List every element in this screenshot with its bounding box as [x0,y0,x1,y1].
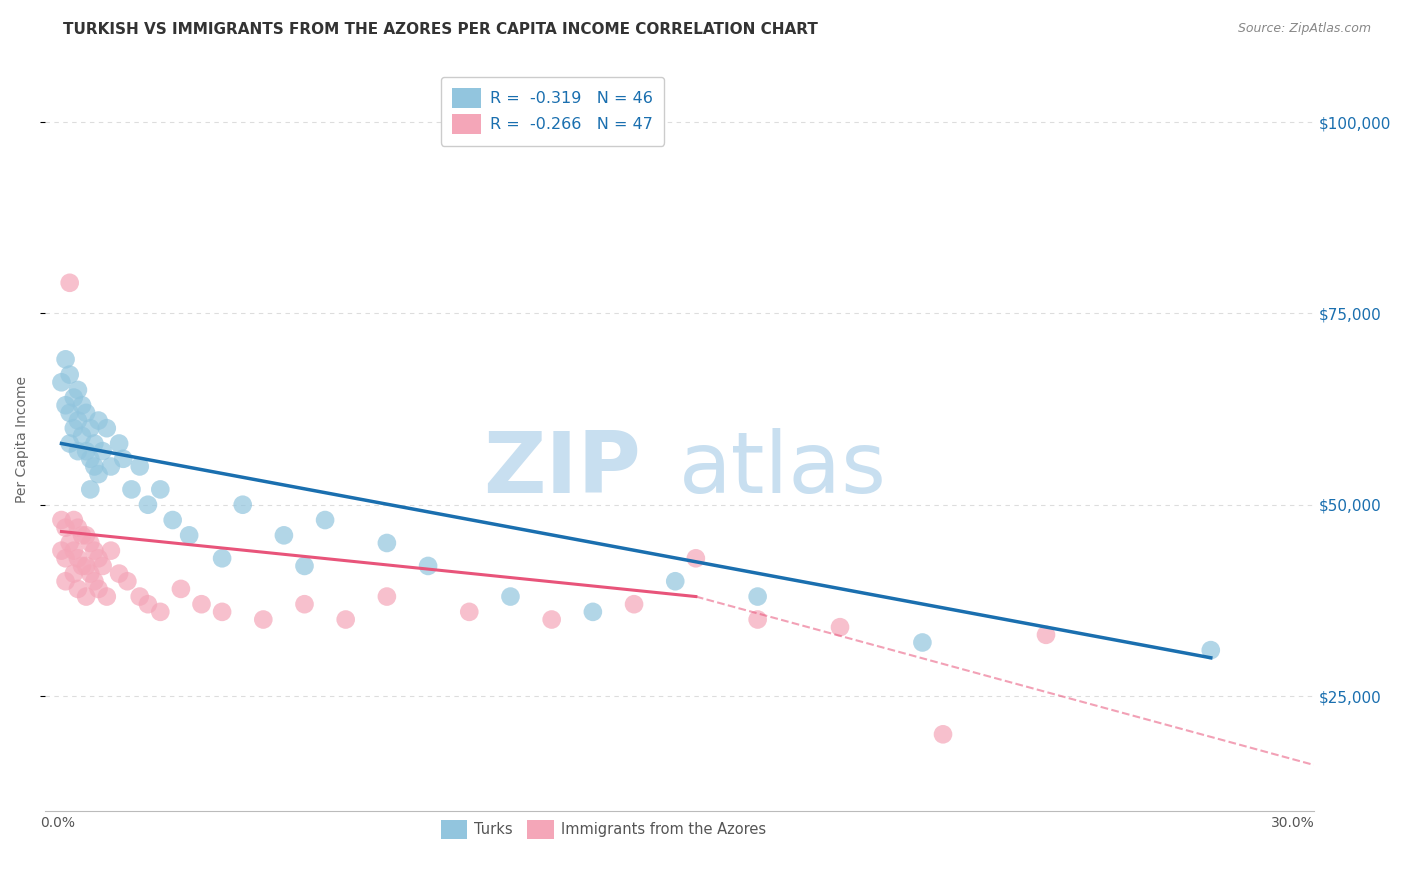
Point [294,597,316,611]
Point [83,436,105,450]
Point [375,590,398,604]
Point [66,521,89,535]
Point [100,543,122,558]
Point [128,590,150,604]
Point [685,551,707,566]
Point [96,590,118,604]
Point [62,566,84,581]
Text: TURKISH VS IMMIGRANTS FROM THE AZORES PER CAPITA INCOME CORRELATION CHART: TURKISH VS IMMIGRANTS FROM THE AZORES PE… [63,22,818,37]
Point [79,536,101,550]
Point [79,483,101,497]
Point [87,413,110,427]
Point [55,521,77,535]
Point [136,597,159,611]
Point [87,467,110,482]
Point [70,528,93,542]
Point [117,574,139,589]
Point [70,398,93,412]
Point [211,605,233,619]
Point [79,566,101,581]
Point [62,391,84,405]
Point [51,543,73,558]
Point [232,498,254,512]
Point [91,444,114,458]
Point [540,613,562,627]
Point [55,398,77,412]
Point [83,459,105,474]
Point [55,574,77,589]
Point [66,444,89,458]
Point [294,558,316,573]
Point [59,276,82,290]
Point [51,376,73,390]
Point [75,528,97,542]
Point [55,352,77,367]
Point [623,597,645,611]
Point [55,551,77,566]
Point [66,551,89,566]
Point [62,513,84,527]
Y-axis label: Per Capita Income: Per Capita Income [15,376,30,503]
Point [75,444,97,458]
Point [211,551,233,566]
Point [136,498,159,512]
Point [747,613,769,627]
Point [170,582,193,596]
Point [375,536,398,550]
Point [335,613,357,627]
Text: ZIP: ZIP [484,428,641,511]
Point [108,436,131,450]
Point [108,566,131,581]
Point [66,413,89,427]
Point [416,558,439,573]
Point [79,451,101,466]
Point [273,528,295,542]
Point [932,727,955,741]
Point [121,483,143,497]
Point [100,459,122,474]
Point [62,421,84,435]
Point [828,620,851,634]
Point [582,605,605,619]
Text: Source: ZipAtlas.com: Source: ZipAtlas.com [1237,22,1371,36]
Point [458,605,481,619]
Point [66,582,89,596]
Point [75,590,97,604]
Point [79,421,101,435]
Point [96,421,118,435]
Point [51,513,73,527]
Point [87,582,110,596]
Point [75,406,97,420]
Point [911,635,934,649]
Point [66,383,89,397]
Point [70,429,93,443]
Point [149,483,172,497]
Point [747,590,769,604]
Text: atlas: atlas [679,428,887,511]
Legend: Turks, Immigrants from the Azores: Turks, Immigrants from the Azores [434,814,772,845]
Point [75,558,97,573]
Point [664,574,686,589]
Point [59,406,82,420]
Point [190,597,212,611]
Point [162,513,184,527]
Point [499,590,522,604]
Point [91,558,114,573]
Point [1035,628,1057,642]
Point [112,451,135,466]
Point [59,368,82,382]
Point [87,551,110,566]
Point [1199,643,1222,657]
Point [314,513,336,527]
Point [70,558,93,573]
Point [59,436,82,450]
Point [83,574,105,589]
Point [179,528,201,542]
Point [83,543,105,558]
Point [59,536,82,550]
Point [128,459,150,474]
Point [252,613,274,627]
Point [149,605,172,619]
Point [62,543,84,558]
